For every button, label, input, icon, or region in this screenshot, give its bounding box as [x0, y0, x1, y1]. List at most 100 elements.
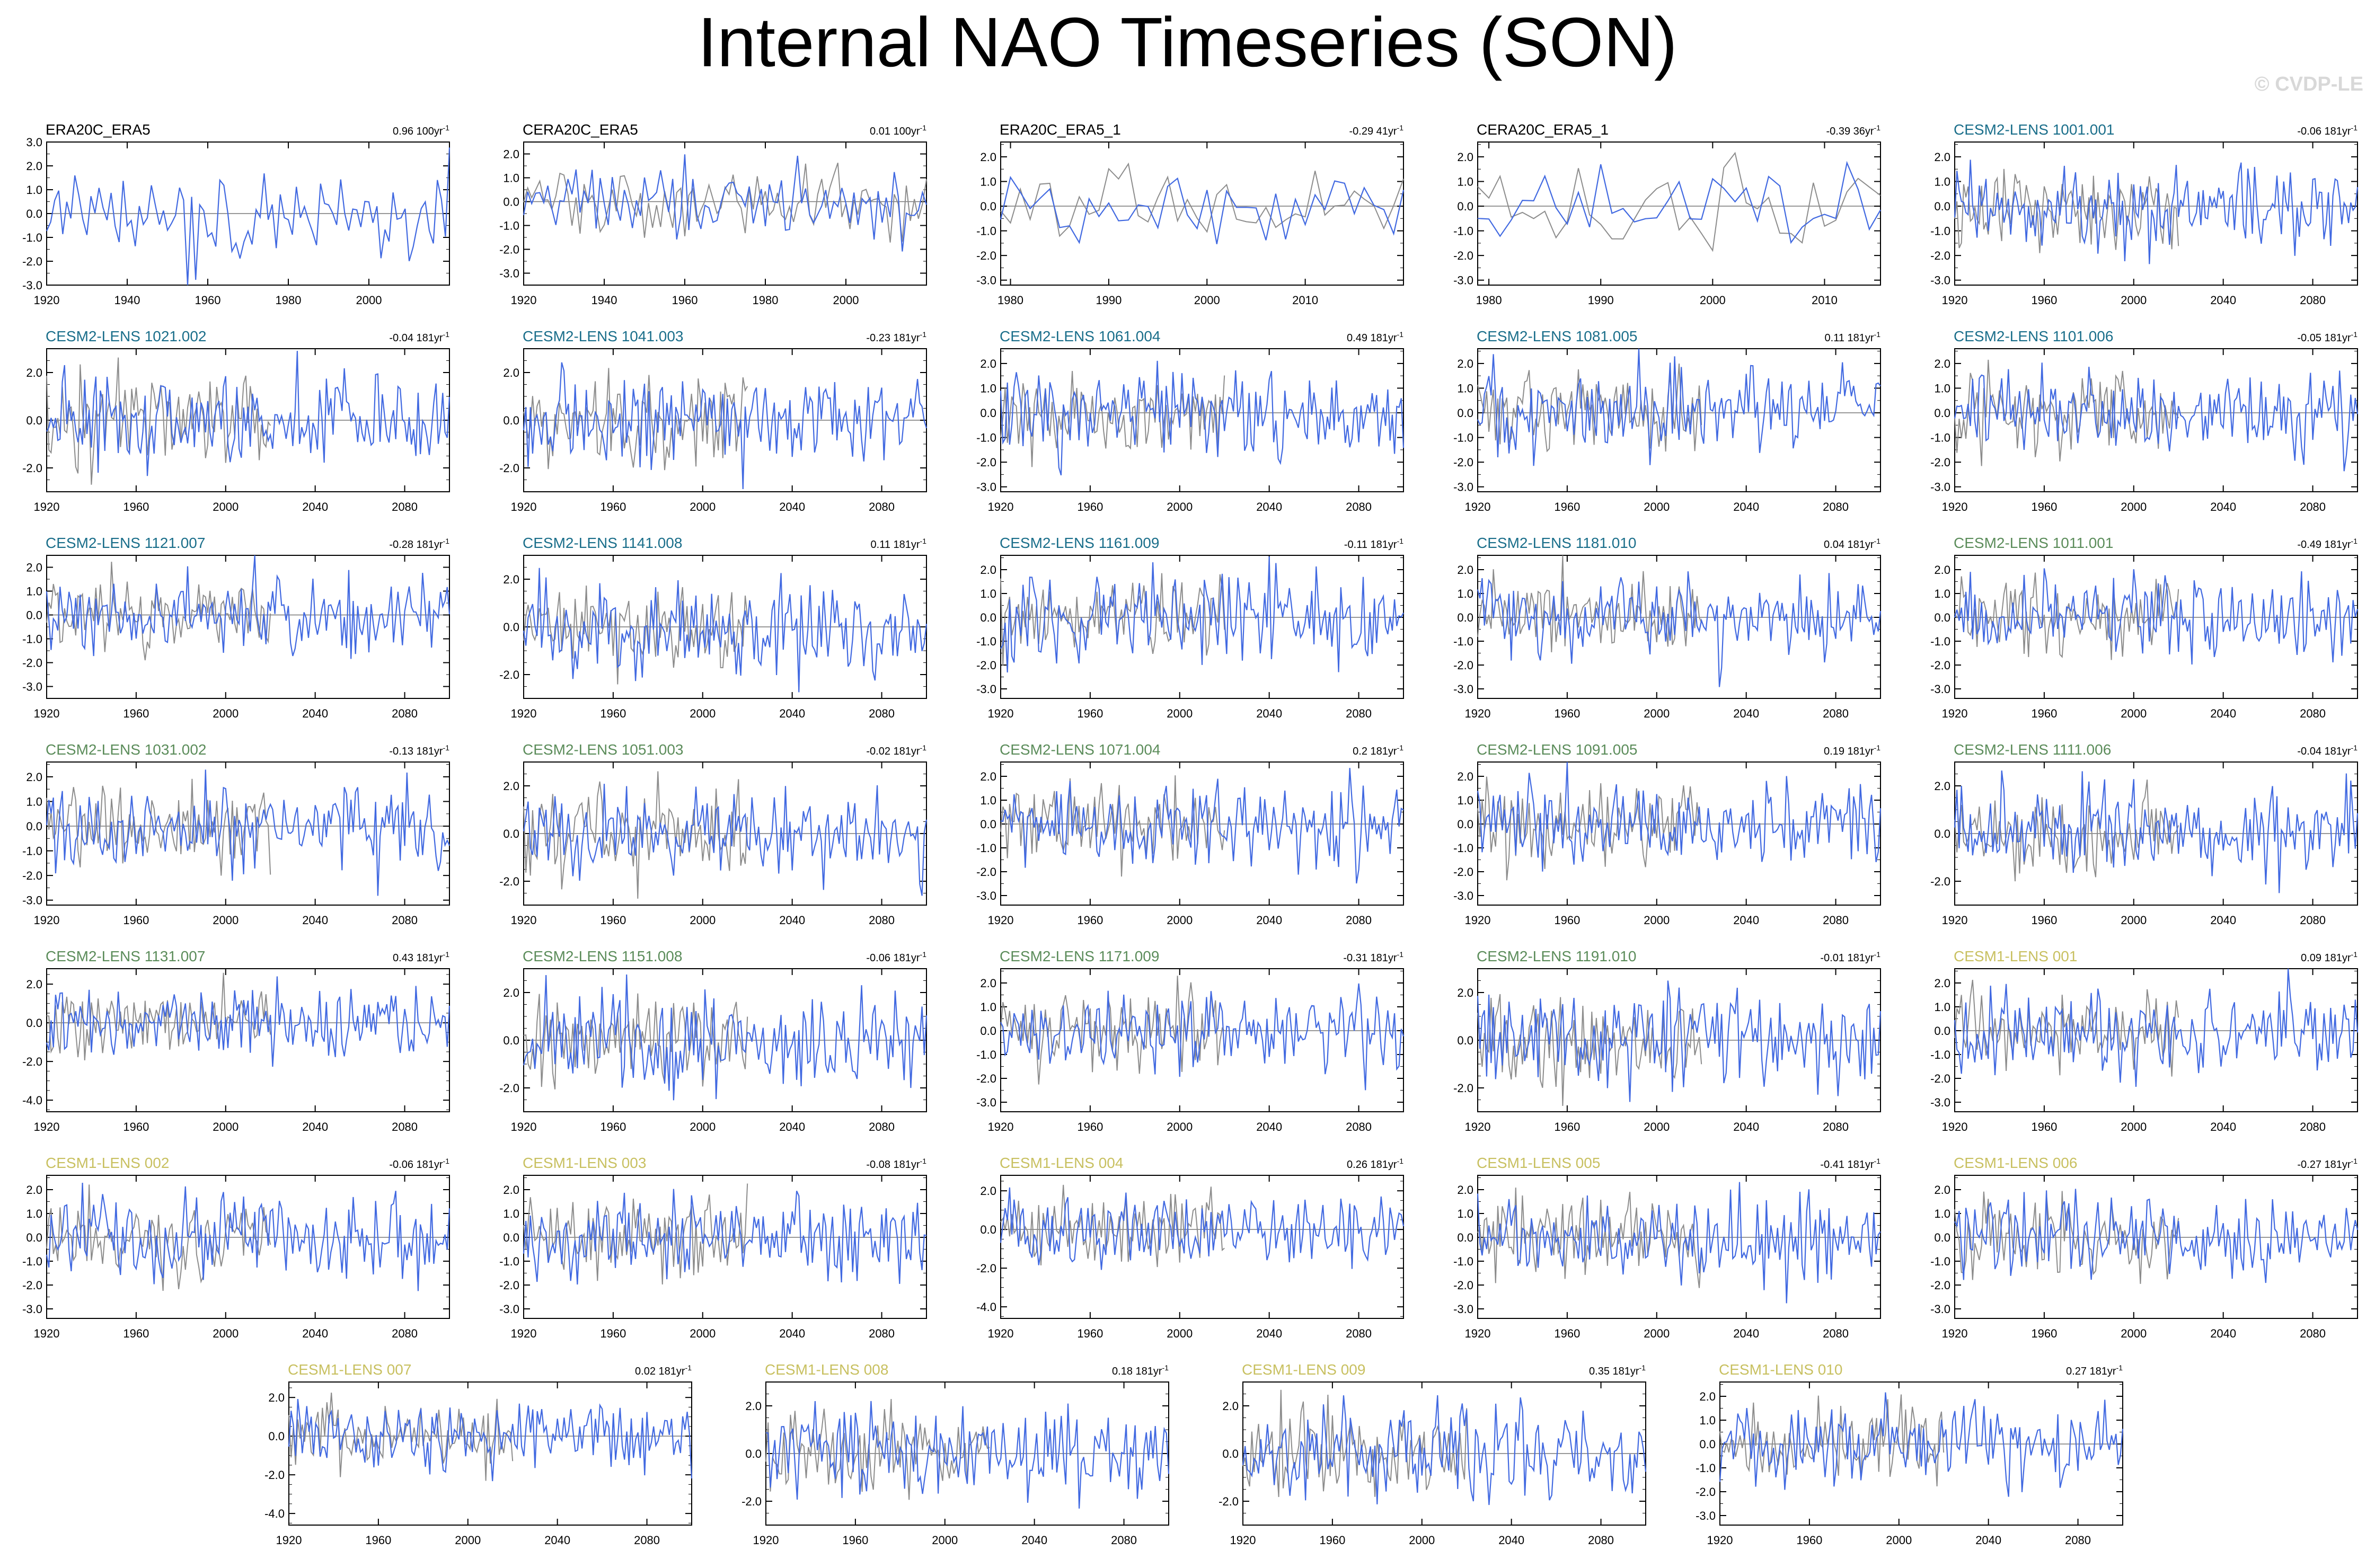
- x-tick-label: 2000: [690, 707, 716, 720]
- y-tick-label: -2.0: [22, 869, 42, 882]
- y-tick-label: 0.0: [503, 414, 519, 427]
- y-tick-label: -3.0: [1453, 481, 1473, 494]
- chart-panel: CESM2-LENS 1041.003 -0.23 181yr-1 2.0 0.0 -2…: [499, 328, 928, 513]
- chart-title: CESM2-LENS 1111.006: [1954, 741, 2111, 758]
- x-tick-label: 2000: [1167, 914, 1193, 927]
- x-tick-label: 2000: [690, 1327, 716, 1340]
- x-tick-label: 2080: [392, 914, 418, 927]
- y-tick-label: -2.0: [499, 243, 519, 256]
- x-tick-label: 1920: [511, 914, 537, 927]
- y-tick-label: 0.0: [26, 1016, 42, 1030]
- y-tick-label: 0.0: [1457, 1034, 1473, 1047]
- chart-panel: CESM2-LENS 1111.006 -0.04 181yr-1 2.0 0.0 -2…: [1930, 741, 2359, 927]
- y-tick-label: 0.0: [26, 820, 42, 833]
- y-tick-label: -2.0: [22, 462, 42, 475]
- x-tick-label: 1920: [1942, 914, 1968, 927]
- trend-label: 0.2 181yr-1: [1353, 743, 1403, 757]
- trend-label: -0.13 181yr-1: [389, 743, 449, 757]
- x-tick-label: 2040: [1733, 707, 1759, 720]
- x-tick-label: 2000: [690, 914, 716, 927]
- x-tick-label: 1920: [34, 1327, 60, 1340]
- y-tick-label: 0.0: [1934, 1231, 1950, 1244]
- x-tick-label: 1920: [276, 1534, 302, 1547]
- x-tick-label: 1920: [511, 707, 537, 720]
- model-series-line: [523, 974, 928, 1101]
- plot-frame: [1000, 348, 1404, 492]
- plot-frame: [1000, 761, 1404, 906]
- x-tick-label: 2080: [392, 500, 418, 513]
- x-tick-label: 2040: [2210, 1120, 2236, 1133]
- plot-frame: [523, 1175, 927, 1319]
- y-tick-label: 1.0: [503, 1207, 519, 1220]
- y-tick-label: 0.0: [503, 621, 519, 634]
- y-tick-label: -3.0: [1930, 1096, 1950, 1109]
- plot-frame: [1477, 1175, 1881, 1319]
- x-tick-label: 2080: [869, 914, 895, 927]
- chart-title: ERA20C_ERA5: [46, 121, 151, 138]
- x-tick-label: 2040: [779, 1120, 805, 1133]
- x-tick-label: 1960: [1077, 707, 1103, 720]
- x-tick-label: 2080: [1111, 1534, 1137, 1547]
- model-series-line: [1477, 1182, 1881, 1304]
- x-tick-label: 2040: [1256, 1327, 1282, 1340]
- x-tick-label: 2080: [869, 500, 895, 513]
- y-tick-label: -2.0: [1453, 249, 1473, 262]
- y-tick-label: 0.0: [268, 1430, 285, 1443]
- x-tick-label: 1920: [1942, 1120, 1968, 1133]
- x-tick-label: 2000: [1644, 1327, 1670, 1340]
- y-tick-label: 2.0: [268, 1391, 285, 1404]
- x-tick-label: 1920: [34, 500, 60, 513]
- y-tick-label: 1.0: [1934, 587, 1950, 600]
- y-tick-label: -1.0: [976, 841, 996, 855]
- plot-frame: [1719, 1381, 2123, 1526]
- trend-label: 0.19 181yr-1: [1824, 743, 1880, 757]
- model-series-line: [1477, 348, 1881, 466]
- trend-label: -0.27 181yr-1: [2297, 1157, 2358, 1171]
- x-tick-label: 2080: [1823, 1120, 1849, 1133]
- x-tick-label: 2080: [2300, 1327, 2326, 1340]
- x-tick-label: 2000: [1644, 914, 1670, 927]
- x-tick-label: 2000: [1644, 1120, 1670, 1133]
- y-tick-label: -1.0: [1696, 1461, 1716, 1475]
- trend-label: -0.39 36yr-1: [1826, 123, 1880, 137]
- y-tick-label: -2.0: [1453, 1082, 1473, 1095]
- plot-frame: [1954, 968, 2358, 1112]
- model-series-line: [765, 1401, 1170, 1509]
- trend-label: -0.06 181yr-1: [389, 1157, 449, 1171]
- y-tick-label: 1.0: [1934, 1207, 1950, 1220]
- chart-panel: CESM2-LENS 1121.007 -0.28 181yr-1 2.0 1.0 0.…: [22, 535, 451, 720]
- y-tick-label: 0.0: [1222, 1447, 1239, 1460]
- x-tick-label: 1920: [34, 707, 60, 720]
- chart-title: CERA20C_ERA5: [523, 121, 638, 138]
- y-tick-label: -2.0: [1453, 659, 1473, 672]
- chart-panel: CESM1-LENS 005 -0.41 181yr-1 2.0 1.0 0.0 -1.0…: [1453, 1155, 1881, 1340]
- x-tick-label: 2040: [1021, 1534, 1047, 1547]
- y-tick-label: 1.0: [26, 585, 42, 598]
- watermark: © CVDP-LE: [2254, 73, 2363, 95]
- x-tick-label: 1960: [672, 294, 698, 307]
- chart-panel: CESM2-LENS 1031.002 -0.13 181yr-1 2.0 1.0 0.…: [22, 741, 451, 927]
- obs-series-line: [46, 778, 271, 876]
- x-tick-label: 2080: [1346, 707, 1372, 720]
- plot-frame: [1477, 141, 1881, 286]
- model-series-line: [523, 362, 928, 490]
- chart-panel: CESM2-LENS 1061.004 0.49 181yr-1 2.0 1.0 0.0…: [976, 328, 1405, 513]
- plot-frame: [1477, 761, 1881, 906]
- model-series-line: [46, 555, 451, 659]
- chart-title: CESM2-LENS 1191.010: [1477, 948, 1636, 964]
- obs-series-line: [523, 771, 748, 899]
- y-tick-label: -3.0: [1453, 274, 1473, 287]
- x-tick-label: 1920: [1465, 707, 1491, 720]
- x-tick-label: 1960: [365, 1534, 391, 1547]
- y-tick-label: -1.0: [1930, 1048, 1950, 1061]
- x-tick-label: 1980: [276, 294, 302, 307]
- y-tick-label: -1.0: [1930, 431, 1950, 445]
- y-tick-label: -3.0: [1453, 889, 1473, 902]
- y-tick-label: -2.0: [499, 668, 519, 681]
- y-tick-label: 0.0: [1699, 1438, 1716, 1451]
- x-tick-label: 1960: [1554, 914, 1580, 927]
- y-tick-label: 0.0: [503, 827, 519, 840]
- y-tick-label: -2.0: [1930, 875, 1950, 888]
- x-tick-label: 2080: [634, 1534, 660, 1547]
- y-tick-label: -2.0: [1453, 865, 1473, 879]
